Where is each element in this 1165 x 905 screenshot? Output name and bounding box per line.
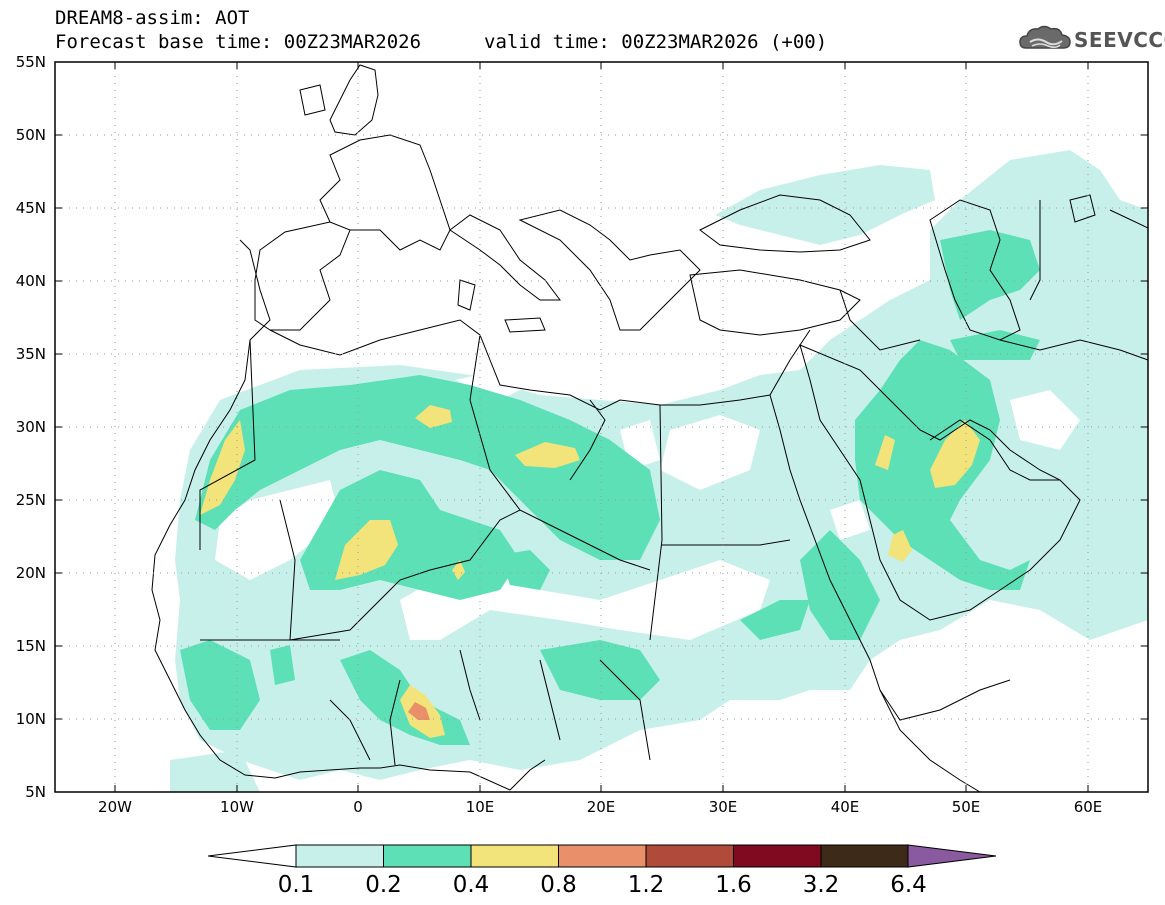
lon-label: 60E — [1074, 798, 1103, 816]
lat-label: 10N — [16, 710, 46, 728]
cloud-logo-icon — [1019, 25, 1071, 49]
colorbar-segment — [383, 844, 472, 868]
colorbar-label: 3.2 — [803, 872, 840, 898]
lat-label: 35N — [16, 345, 46, 363]
lon-labels: 20W 10W 0 10E 20E 30E 40E 50E 60E — [98, 798, 1102, 816]
lat-label: 40N — [16, 272, 46, 290]
colorbar-segment — [295, 844, 384, 868]
aot-level-0.4 — [200, 405, 980, 738]
logo-text: SEEVCCC — [1074, 28, 1165, 52]
lon-label: 40E — [831, 798, 860, 816]
axis-ticks — [55, 62, 1148, 792]
graticule — [55, 62, 1148, 792]
lat-label: 15N — [16, 637, 46, 655]
lat-label: 5N — [25, 783, 46, 801]
colorbar-label: 0.8 — [540, 872, 577, 898]
colorbar-label: 0.2 — [365, 872, 402, 898]
colorbar-label: 0.4 — [453, 872, 490, 898]
colorbar-label: 6.4 — [890, 872, 927, 898]
lat-labels: 55N 50N 45N 40N 35N 30N 25N 20N 15N 10N … — [16, 53, 46, 801]
aot-level-0.8 — [408, 702, 430, 720]
lat-label: 30N — [16, 418, 46, 436]
lon-label: 10W — [220, 798, 254, 816]
lat-label: 55N — [16, 53, 46, 71]
colorbar-segment — [820, 844, 909, 868]
colorbar-label: 1.6 — [715, 872, 752, 898]
colorbar-label: 1.2 — [628, 872, 665, 898]
lon-label: 10E — [466, 798, 495, 816]
colorbar: 0.1 0.2 0.4 0.8 1.2 1.6 3.2 6.4 — [207, 844, 997, 898]
map-title: DREAM8-assim: AOT — [55, 7, 250, 29]
forecast-base-time: Forecast base time: 00Z23MAR2026 — [55, 31, 422, 53]
lon-label: 0 — [353, 798, 363, 816]
valid-time: valid time: 00Z23MAR2026 (+00) — [484, 31, 828, 53]
colorbar-under-triangle — [207, 844, 297, 868]
lon-label: 50E — [952, 798, 981, 816]
colorbar-segment — [645, 844, 734, 868]
lon-label: 20W — [98, 798, 132, 816]
colorbar-over-triangle — [907, 844, 997, 868]
lon-label: 20E — [587, 798, 616, 816]
lat-label: 45N — [16, 199, 46, 217]
lat-label: 20N — [16, 564, 46, 582]
colorbar-label: 0.1 — [278, 872, 315, 898]
colorbar-segment — [733, 844, 822, 868]
lat-label: 50N — [16, 126, 46, 144]
aot-shading — [170, 150, 1148, 792]
lat-label: 25N — [16, 491, 46, 509]
colorbar-segment — [558, 844, 647, 868]
colorbar-segment — [470, 844, 559, 868]
coastlines-borders — [151, 64, 1148, 792]
lon-label: 30E — [709, 798, 738, 816]
seevccc-logo: SEEVCCC — [1018, 22, 1165, 56]
